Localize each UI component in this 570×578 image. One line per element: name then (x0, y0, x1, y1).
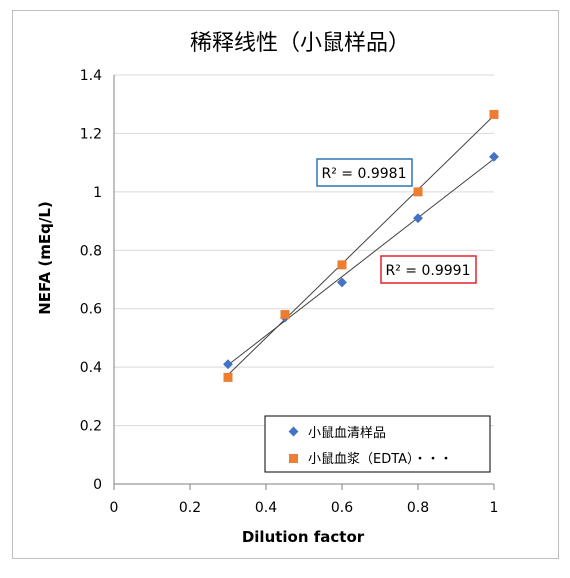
data-point-diamond (489, 151, 499, 162)
legend-marker-serum (288, 426, 299, 437)
legend-label-serum: 小鼠血清样品 (308, 426, 386, 441)
trendline-series-1 (227, 115, 495, 376)
x-tick-label: 0 (110, 500, 119, 516)
y-tick-label: 0 (93, 477, 102, 493)
legend-marker-plasma (289, 454, 298, 463)
data-point-square (223, 372, 233, 382)
chart-title: 稀释线性（小鼠样品） (190, 31, 410, 56)
y-tick-label: 0.8 (80, 243, 102, 259)
x-axis-label: Dilution factor (242, 528, 365, 546)
axes (113, 75, 495, 490)
y-tick-labels: 0 0.2 0.4 0.6 0.8 1 1.2 1.4 (80, 68, 102, 493)
r2-label-serum: R² = 0.9991 (386, 263, 471, 279)
trendlines (227, 115, 495, 376)
legend-label-plasma: 小鼠血浆（EDTA）・・・ (308, 452, 453, 467)
x-tick-label: 1 (490, 500, 499, 516)
y-tick-label: 1.4 (80, 68, 102, 84)
r2-annotation-plasma: R² = 0.9981 (316, 158, 413, 187)
y-tick-label: 1 (93, 185, 102, 201)
data-point-square (413, 187, 423, 197)
legend: 小鼠血清样品 小鼠血浆（EDTA）・・・ (264, 415, 491, 473)
r2-annotation-serum: R² = 0.9991 (380, 255, 477, 284)
y-tick-label: 0.4 (80, 360, 102, 376)
data-points (223, 109, 499, 382)
r2-label-plasma: R² = 0.9981 (322, 166, 407, 182)
data-point-square (489, 109, 499, 119)
r2-box-serum (380, 255, 477, 284)
data-point-diamond (223, 359, 233, 370)
x-tick-label: 0.8 (407, 500, 429, 516)
y-tick-label: 0.6 (80, 302, 102, 318)
y-tick-label: 1.2 (80, 126, 102, 142)
data-point-square (337, 260, 347, 270)
data-point-diamond (337, 277, 347, 288)
data-point-square (280, 310, 290, 320)
r2-box-plasma (316, 158, 413, 187)
data-point-diamond (413, 213, 423, 224)
x-tick-label: 0.2 (179, 500, 201, 516)
x-tick-label: 0.6 (331, 500, 353, 516)
x-tick-labels: 0 0.2 0.4 0.6 0.8 1 (110, 500, 499, 516)
y-axis-label: NEFA (mEq/L) (36, 201, 54, 315)
trendline-series-0 (227, 158, 495, 366)
x-tick-label: 0.4 (255, 500, 277, 516)
legend-box (264, 415, 491, 473)
y-tick-label: 0.2 (80, 419, 102, 435)
